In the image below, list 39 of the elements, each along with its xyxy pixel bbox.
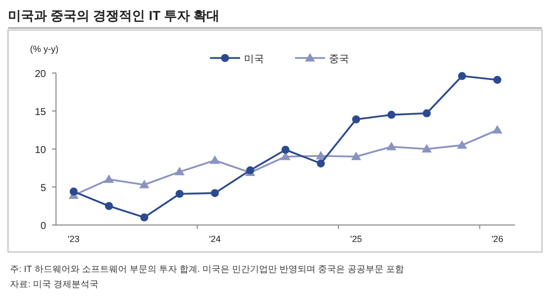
point <box>210 189 219 198</box>
point <box>139 180 150 188</box>
x-tick-label: '24 <box>209 234 221 244</box>
point <box>70 188 78 196</box>
x-tick-label: '25 <box>350 234 362 244</box>
point <box>176 190 184 198</box>
point <box>210 155 220 164</box>
point <box>386 142 396 150</box>
point <box>104 174 114 183</box>
legend-label: 중국 <box>329 54 349 65</box>
y-tick-label: 15 <box>34 107 46 118</box>
point <box>282 146 290 154</box>
point <box>422 109 431 118</box>
point <box>493 76 502 84</box>
point <box>104 202 113 210</box>
point <box>387 110 396 119</box>
x-tick-label: '23 <box>68 234 80 244</box>
text: 주: IT 하드웨어와 소프트웨어 부문의 투자 합계. 미국은 민간기업만 반영되며 중국은 공공부문 포함 <box>10 264 404 274</box>
point <box>422 144 432 152</box>
y-axis-title: (% y-y) <box>30 44 58 54</box>
legend-item: 중국 <box>295 53 349 65</box>
point <box>457 140 468 149</box>
point <box>492 125 502 134</box>
y-tick-label: 10 <box>34 145 46 156</box>
text: 자료: 미국 경제분석국 <box>10 279 99 289</box>
legend-label: 미국 <box>244 54 264 65</box>
y-tick-label: 5 <box>40 183 46 194</box>
point <box>174 166 185 176</box>
y-tick-label: 0 <box>40 221 46 232</box>
point <box>351 152 362 160</box>
point <box>458 72 466 80</box>
legend-item: 미국 <box>210 54 264 65</box>
point <box>316 159 325 168</box>
x-tick-label: '26 <box>491 234 504 244</box>
point <box>352 115 360 124</box>
title: 미국과 중국의 경쟁적인 IT 투자 확대 <box>8 8 220 23</box>
point <box>316 150 326 160</box>
y-tick-label: 20 <box>34 69 46 80</box>
point <box>140 213 148 222</box>
